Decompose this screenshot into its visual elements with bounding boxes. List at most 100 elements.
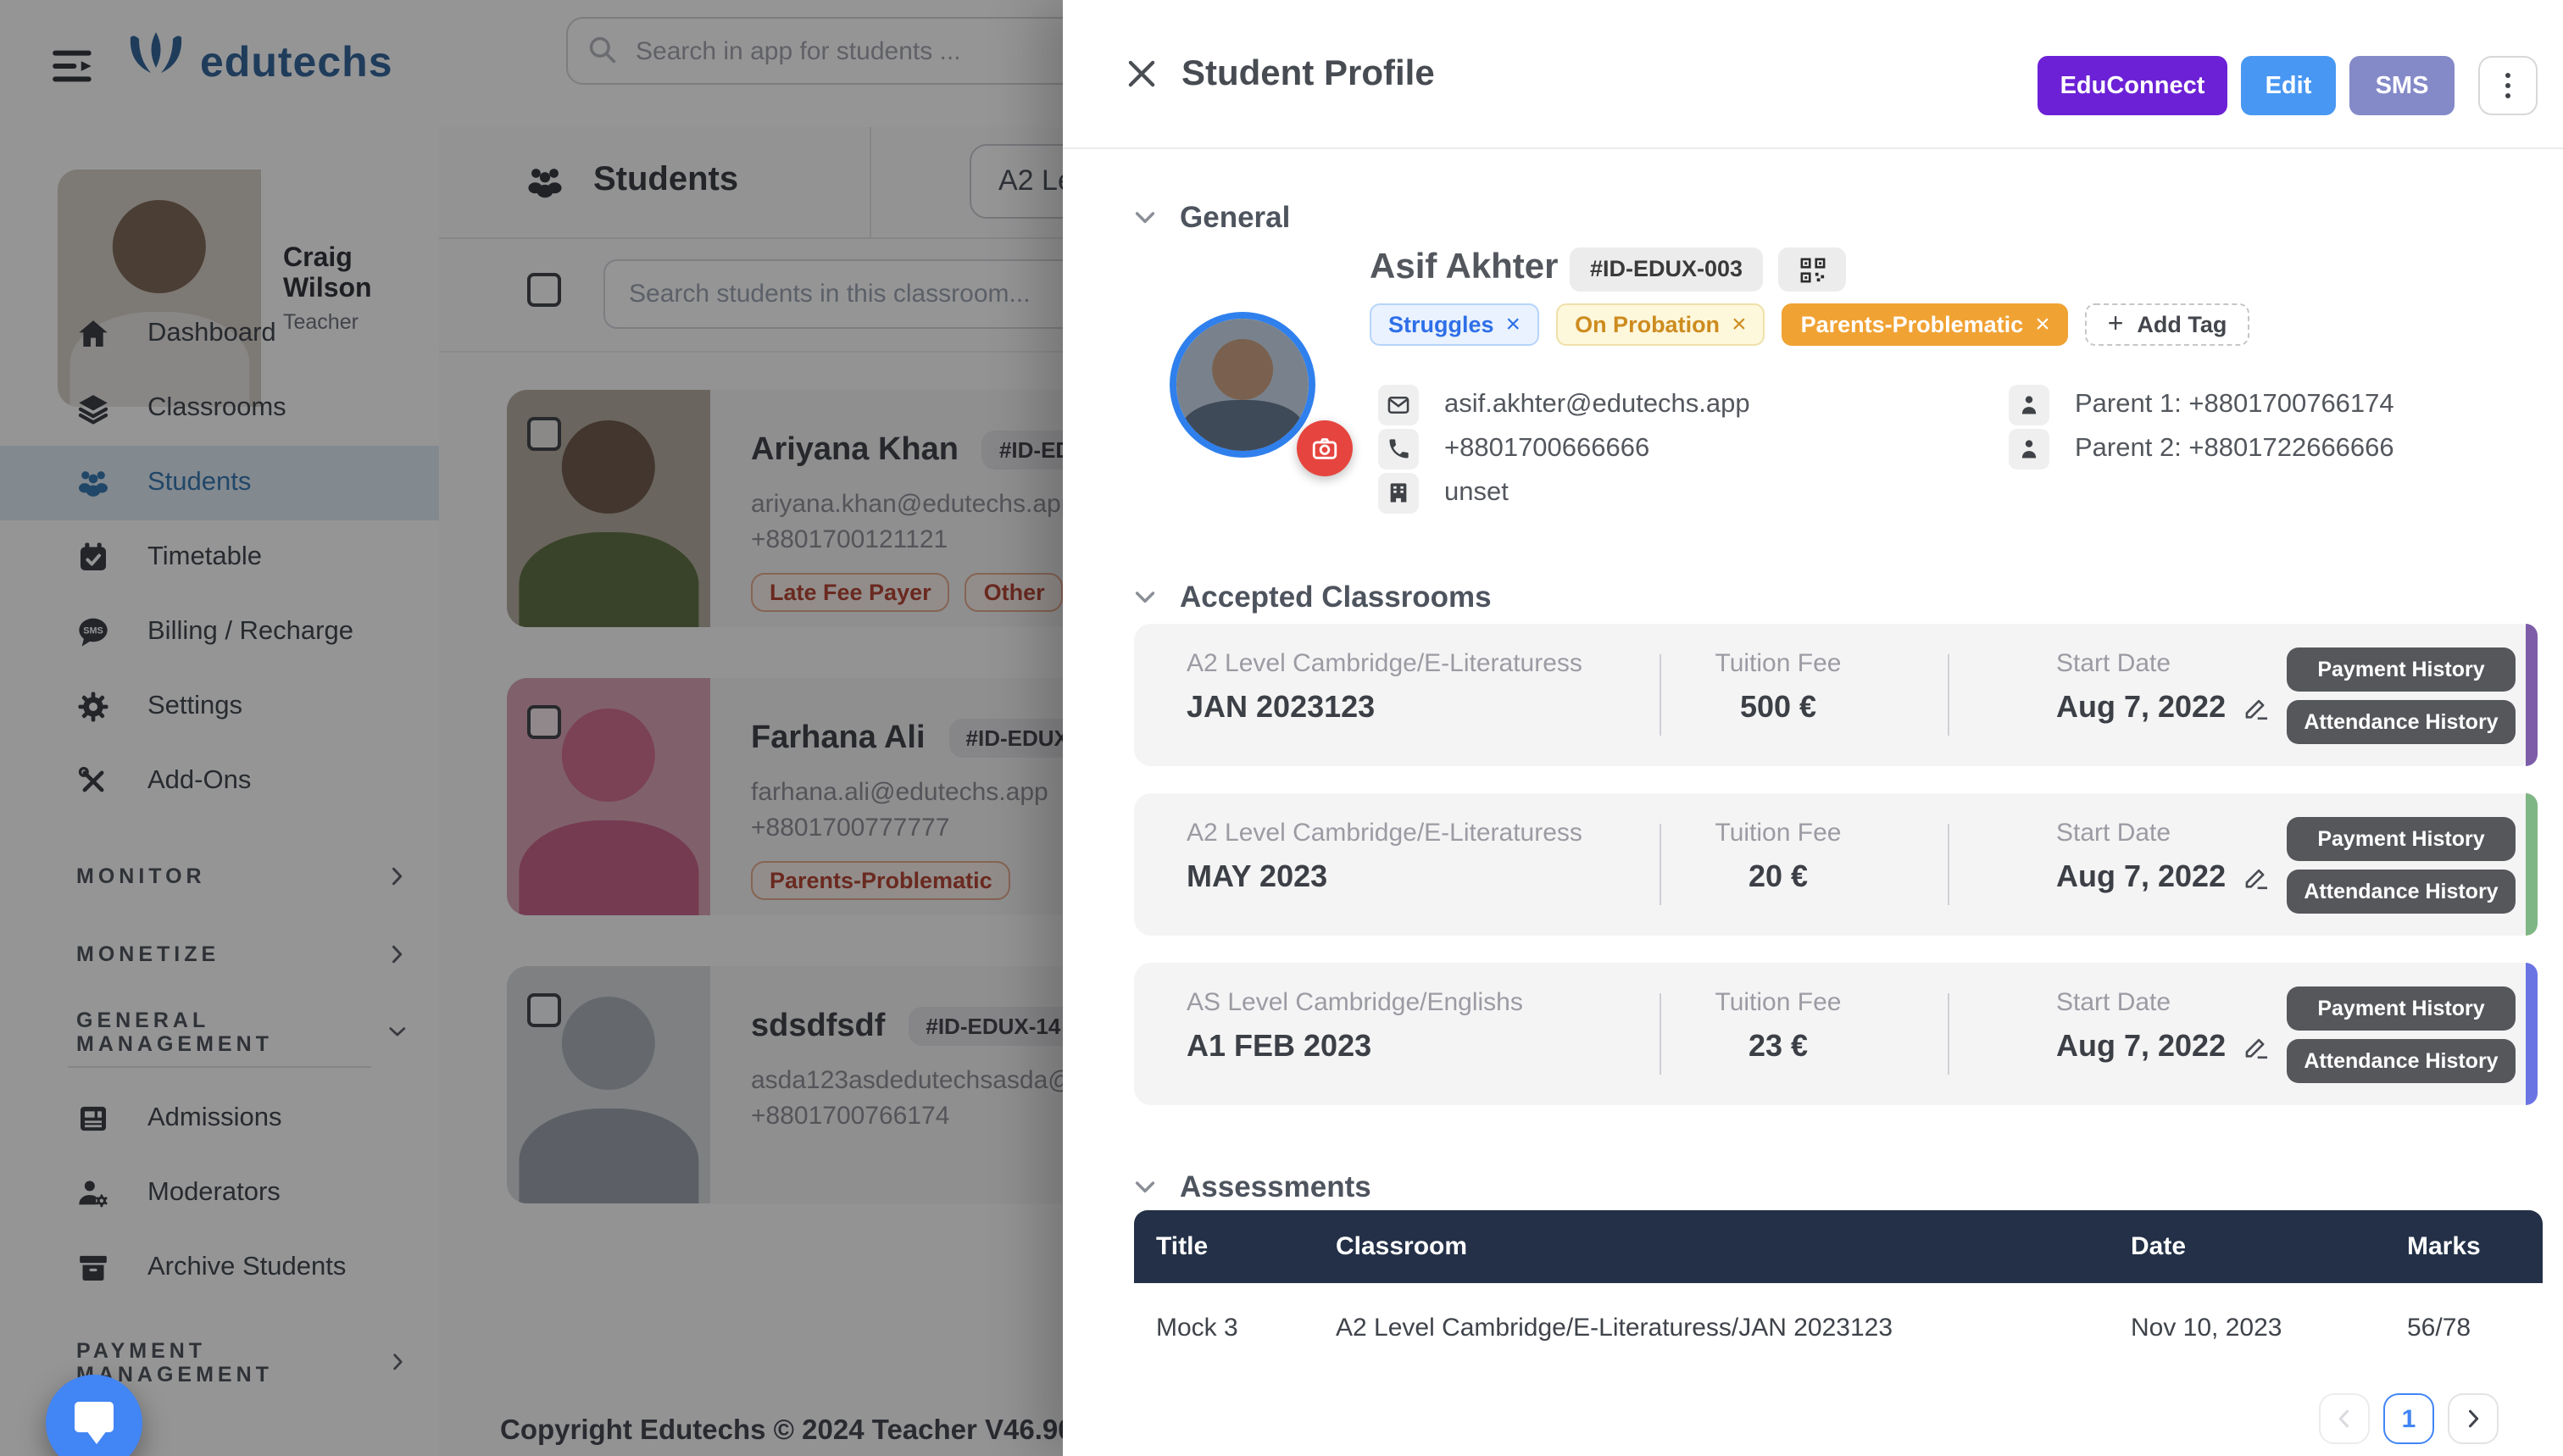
table-row[interactable]: Mock 3 A2 Level Cambridge/E-Literaturess… bbox=[1134, 1283, 2543, 1371]
attendance-history-button[interactable]: Attendance History bbox=[2287, 1039, 2516, 1083]
profile-student-name: Asif Akhter bbox=[1370, 247, 1559, 286]
user-name: Craig Wilson bbox=[283, 243, 372, 303]
chevron-right-icon bbox=[385, 942, 409, 966]
drawer-backdrop[interactable] bbox=[0, 0, 1063, 1456]
global-search bbox=[566, 17, 1143, 85]
sidebar-item-admissions[interactable]: Admissions bbox=[0, 1081, 439, 1156]
sidebar-group-payment-management[interactable]: PAYMENT MANAGEMENT bbox=[0, 1339, 439, 1387]
sidebar-item-timetable[interactable]: Timetable bbox=[0, 520, 439, 595]
drawer-header: Student Profile EduConnect Edit SMS bbox=[1063, 0, 2563, 149]
profile-avatar bbox=[1170, 312, 1315, 458]
sidebar-group-monitor[interactable]: MONITOR bbox=[0, 856, 439, 897]
tag-parents-problematic[interactable]: Parents-Problematic bbox=[1782, 303, 2069, 346]
change-photo-button[interactable] bbox=[1297, 420, 1353, 476]
student-email: asif.akhter@edutechs.app bbox=[1444, 390, 1750, 419]
remove-tag-icon[interactable] bbox=[1506, 305, 1521, 344]
profile-student-id-badge: #ID-EDUX-003 bbox=[1570, 247, 1764, 292]
copyright-text: Copyright Edutechs © 2024 Teacher V46.90 bbox=[500, 1415, 1074, 1446]
brand-logo[interactable]: edutechs bbox=[125, 32, 393, 93]
column-header-title: Title bbox=[1156, 1232, 1209, 1261]
student-checkbox[interactable] bbox=[527, 417, 561, 451]
classroom-name: A2 Level Cambridge/E-Literaturess bbox=[1187, 649, 1582, 678]
student-checkbox[interactable] bbox=[527, 705, 561, 739]
attendance-history-button[interactable]: Attendance History bbox=[2287, 870, 2516, 914]
sidebar-item-label: Classrooms bbox=[147, 393, 286, 422]
divider bbox=[68, 1066, 371, 1068]
tuition-fee-label: Tuition Fee bbox=[1715, 988, 1842, 1017]
edit-date-icon[interactable] bbox=[2243, 1032, 2271, 1061]
pagination-next-button[interactable] bbox=[2448, 1393, 2499, 1444]
classroom-accent-bar bbox=[2526, 963, 2538, 1105]
edit-date-icon[interactable] bbox=[2243, 693, 2271, 722]
classroom-session: JAN 2023123 bbox=[1187, 690, 1376, 724]
section-title: Accepted Classrooms bbox=[1180, 580, 1492, 614]
sidebar-item-archive-students[interactable]: Archive Students bbox=[0, 1231, 439, 1305]
divider bbox=[1948, 654, 1949, 736]
chat-widget-button[interactable] bbox=[46, 1375, 142, 1456]
sidebar-item-settings[interactable]: Settings bbox=[0, 670, 439, 744]
sidebar-item-addons[interactable]: Add-Ons bbox=[0, 744, 439, 819]
more-options-button[interactable] bbox=[2478, 56, 2538, 115]
chevron-down-icon bbox=[1132, 1175, 1158, 1200]
sidebar-item-label: Settings bbox=[147, 692, 243, 720]
classroom-name: AS Level Cambridge/Englishs bbox=[1187, 988, 1523, 1017]
parent1-row: Parent 1: +8801700766174 bbox=[2009, 385, 2394, 425]
classroom-name: A2 Level Cambridge/E-Literaturess bbox=[1187, 819, 1582, 847]
select-all-checkbox[interactable] bbox=[527, 273, 561, 307]
payment-history-button[interactable]: Payment History bbox=[2287, 817, 2516, 861]
person-gear-icon bbox=[76, 1176, 110, 1210]
qr-icon bbox=[1799, 257, 1825, 282]
sidebar-item-moderators[interactable]: Moderators bbox=[0, 1156, 439, 1231]
drawer-title: Student Profile bbox=[1181, 54, 1435, 93]
sidebar-item-dashboard[interactable]: Dashboard bbox=[0, 297, 439, 371]
payment-history-button[interactable]: Payment History bbox=[2287, 647, 2516, 692]
divider bbox=[1660, 824, 1661, 905]
section-general[interactable]: General bbox=[1132, 200, 1290, 236]
sidebar-group-label: MONETIZE bbox=[76, 942, 220, 966]
classroom-session: MAY 2023 bbox=[1187, 859, 1328, 893]
assessment-date: Nov 10, 2023 bbox=[2131, 1313, 2282, 1342]
section-assessments[interactable]: Assessments bbox=[1132, 1170, 1371, 1205]
classroom-card: A2 Level Cambridge/E-Literaturess JAN 20… bbox=[1134, 624, 2538, 766]
sidebar-item-students[interactable]: Students bbox=[0, 446, 439, 520]
global-search-input[interactable] bbox=[566, 17, 1143, 85]
sidebar-item-label: Admissions bbox=[147, 1103, 282, 1132]
sidebar-group-general-management[interactable]: GENERAL MANAGEMENT bbox=[0, 1009, 439, 1056]
payment-history-button[interactable]: Payment History bbox=[2287, 986, 2516, 1031]
educonnect-button[interactable]: EduConnect bbox=[2038, 56, 2227, 115]
profile-tags: Struggles On Probation Parents-Problemat… bbox=[1370, 303, 2249, 346]
qr-code-button[interactable] bbox=[1778, 247, 1846, 292]
sidebar-item-billing[interactable]: SMS Billing / Recharge bbox=[0, 595, 439, 670]
tag-label: Struggles bbox=[1388, 312, 1494, 337]
student-name: sdsdfsdf bbox=[751, 1008, 886, 1043]
pagination-prev-button[interactable] bbox=[2319, 1393, 2370, 1444]
user-profile[interactable]: Craig Wilson Teacher bbox=[58, 169, 439, 407]
sidebar-item-label: Students bbox=[147, 468, 252, 497]
tag-struggles[interactable]: Struggles bbox=[1370, 303, 1540, 346]
sidebar-item-classrooms[interactable]: Classrooms bbox=[0, 371, 439, 446]
add-tag-button[interactable]: Add Tag bbox=[2085, 303, 2249, 346]
edit-date-icon[interactable] bbox=[2243, 863, 2271, 892]
close-icon[interactable] bbox=[1124, 56, 1159, 92]
tuition-fee-value: 500 € bbox=[1739, 690, 1817, 724]
student-tags: Late Fee Payer Other Stu bbox=[751, 573, 1162, 612]
section-accepted-classrooms[interactable]: Accepted Classrooms bbox=[1132, 580, 1492, 615]
edit-button[interactable]: Edit bbox=[2241, 56, 2336, 115]
student-checkbox[interactable] bbox=[527, 993, 561, 1027]
student-address: unset bbox=[1444, 478, 1509, 507]
sms-button[interactable]: SMS bbox=[2349, 56, 2455, 115]
user-role: Teacher bbox=[283, 309, 359, 333]
plus-icon bbox=[2108, 309, 2124, 340]
start-date-label: Start Date bbox=[2056, 988, 2171, 1017]
tag-on-probation[interactable]: On Probation bbox=[1556, 303, 1765, 346]
remove-tag-icon[interactable] bbox=[2035, 305, 2050, 344]
remove-tag-icon[interactable] bbox=[1732, 305, 1747, 344]
assessments-table: Title Classroom Date Marks Mock 3 A2 Lev… bbox=[1134, 1210, 2543, 1371]
sidebar-group-monetize[interactable]: MONETIZE bbox=[0, 934, 439, 975]
pagination-page-1[interactable]: 1 bbox=[2383, 1393, 2434, 1444]
sidebar-toggle-icon[interactable] bbox=[51, 44, 95, 85]
attendance-history-button[interactable]: Attendance History bbox=[2287, 700, 2516, 744]
contact-email-row: asif.akhter@edutechs.app bbox=[1378, 385, 1750, 425]
tuition-fee-value: 23 € bbox=[1748, 1029, 1809, 1063]
